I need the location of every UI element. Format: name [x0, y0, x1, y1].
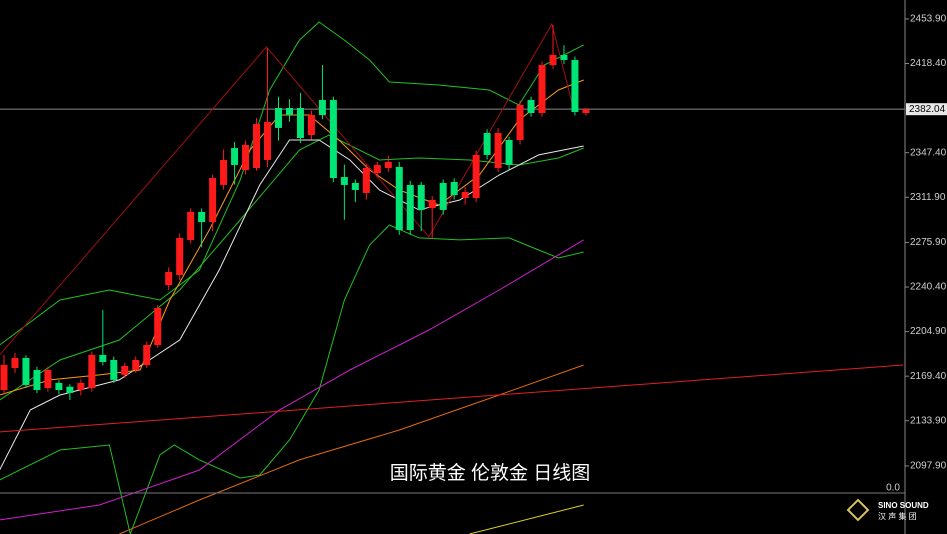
- candle-body: [494, 132, 502, 168]
- indicator-line: [0, 239, 584, 521]
- indicator-line: [119, 364, 584, 534]
- candle-body: [264, 122, 272, 160]
- candle-body: [582, 109, 590, 114]
- candle-body: [329, 99, 337, 179]
- candle-body: [296, 107, 304, 138]
- candle-body: [527, 99, 535, 114]
- y-tick-label: 2133.90: [910, 415, 947, 426]
- candle-body: [33, 370, 41, 390]
- logo-icon: [846, 498, 870, 522]
- logo-subtitle: 汉 声 集 团: [878, 511, 917, 521]
- candle-body: [560, 54, 568, 61]
- y-tick-label: 2097.90: [910, 461, 947, 472]
- candle-body: [121, 366, 129, 375]
- candle-body: [187, 211, 195, 240]
- sub-pane-label: 0.0: [886, 483, 900, 494]
- y-tick-label: 2453.90: [910, 14, 947, 25]
- y-tick-label: 2418.40: [910, 58, 947, 69]
- candle-body: [44, 370, 52, 388]
- price-label: 2382.04: [909, 104, 946, 115]
- candle-body: [198, 211, 206, 222]
- plot-area: [0, 21, 905, 534]
- candle-body: [549, 54, 557, 66]
- candle-body: [461, 191, 469, 199]
- candle-body: [373, 164, 381, 174]
- candle-body: [395, 166, 403, 231]
- candle-body: [88, 354, 96, 388]
- candle-body: [571, 60, 579, 112]
- candle-body: [318, 99, 326, 116]
- candle-body: [351, 182, 359, 190]
- y-tick-label: 2204.90: [910, 326, 947, 337]
- candle-body: [0, 364, 8, 390]
- y-tick-label: 2240.40: [910, 282, 947, 293]
- candle-body: [483, 132, 491, 155]
- candle-body: [274, 107, 282, 128]
- candle-body: [472, 154, 480, 199]
- indicator-line: [0, 79, 584, 396]
- candle-body: [450, 181, 458, 195]
- y-tick-label: 2169.40: [910, 371, 947, 382]
- indicator-line: [0, 139, 584, 471]
- candle-body: [538, 65, 546, 114]
- indicator-line: [469, 504, 584, 534]
- candle-body: [307, 115, 315, 135]
- candle-body: [516, 104, 524, 140]
- candle-body: [220, 159, 228, 185]
- candle-body: [132, 359, 140, 371]
- candle-body: [165, 271, 173, 286]
- indicator-line: [0, 134, 584, 401]
- candle-body: [22, 357, 30, 385]
- candle-body: [340, 177, 348, 185]
- logo: SINO SOUND 汉 声 集 团: [846, 498, 929, 522]
- indicator-line: [0, 21, 584, 346]
- candle-body: [417, 184, 425, 210]
- y-tick-label: 2311.90: [910, 192, 946, 203]
- candle-body: [439, 182, 447, 210]
- candle-body: [253, 124, 261, 168]
- chart-title: 国际黄金 伦敦金 日线图: [390, 462, 591, 484]
- logo-name: SINO SOUND: [878, 501, 929, 510]
- indicator-line: [0, 224, 584, 534]
- candle-body: [176, 237, 184, 275]
- candle-body: [66, 386, 74, 393]
- candle-body: [242, 145, 250, 171]
- candle-body: [77, 382, 85, 390]
- candle-body: [55, 382, 63, 390]
- candle-body: [209, 178, 217, 222]
- candle-body: [384, 161, 392, 168]
- candle-body: [99, 354, 107, 362]
- candle-body: [406, 184, 414, 231]
- candle-body: [143, 345, 151, 365]
- indicator-line: [0, 364, 904, 433]
- candle-body: [11, 357, 19, 369]
- candle-body: [154, 307, 162, 346]
- candle-body: [505, 139, 513, 165]
- candle-body: [428, 200, 436, 209]
- y-tick-label: 2347.40: [910, 147, 947, 158]
- candle-body: [231, 148, 239, 165]
- y-tick-label: 2275.90: [910, 237, 947, 248]
- indicator-line: [0, 22, 575, 356]
- candle-body: [110, 359, 118, 380]
- price-label-box: [906, 103, 947, 116]
- candle-body: [285, 107, 293, 116]
- candle-body: [362, 167, 370, 193]
